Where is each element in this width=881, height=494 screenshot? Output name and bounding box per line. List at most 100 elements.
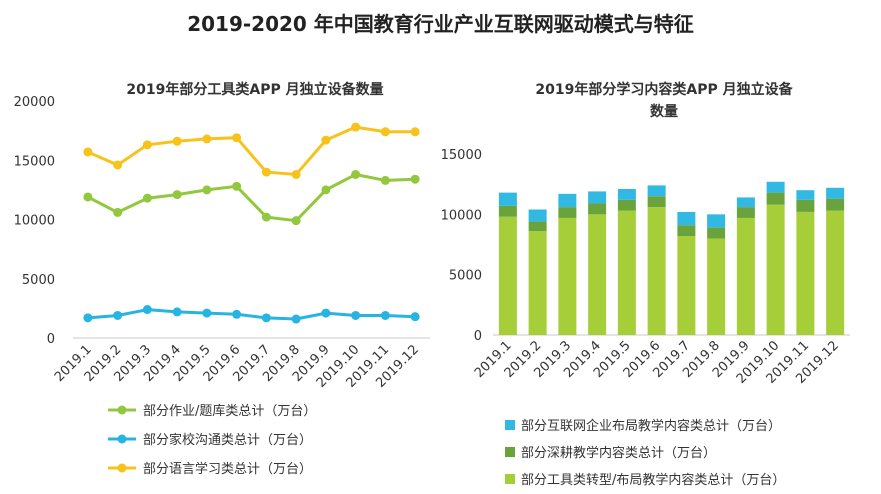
line-chart-point (291, 314, 301, 324)
line-chart-series-line (87, 125, 416, 177)
line-chart-series-line (87, 308, 416, 321)
line-chart-point (172, 190, 182, 200)
bar-chart-bar-segment (588, 214, 607, 335)
line-chart-point (113, 310, 123, 320)
line-chart-y-tick-label: 10000 (14, 214, 55, 229)
line-chart-legend-marker (117, 463, 127, 473)
line-chart-point (410, 127, 420, 137)
line-chart-point (142, 193, 152, 203)
line-chart-legend: 部分作业/题库类总计（万台） 部分家校沟通类总计（万台） 部分语言学习类总计（万台） (108, 403, 316, 477)
bar-chart-bar-segment (736, 217, 755, 335)
line-chart-point (83, 313, 93, 323)
bar-chart-bar-segment (707, 227, 726, 239)
line-chart-point (83, 192, 93, 202)
bar-chart: 2019年部分学习内容类APP 月独立设备 数量 0 5000 10000 15000… (441, 81, 850, 488)
line-chart-point (113, 160, 123, 170)
bar-chart-bar-segment (617, 199, 636, 211)
line-chart-point (113, 207, 123, 217)
bar-chart-bar-segment (707, 238, 726, 335)
bar-chart-bar-segment (677, 225, 696, 237)
bar-chart-bar-segment (766, 181, 785, 193)
bar-chart-bar-segment (617, 210, 636, 335)
line-chart-title: 2019年部分工具类APP 月独立设备数量 (126, 81, 383, 98)
bar-chart-bar-segment (796, 199, 815, 212)
line-chart-point (142, 305, 152, 315)
line-chart-point (291, 216, 301, 226)
line-chart-series (83, 122, 420, 324)
line-chart-point (321, 135, 331, 145)
line-chart-point (410, 312, 420, 322)
line-chart-point (380, 310, 390, 320)
bar-chart-bar-segment (588, 203, 607, 215)
line-chart-point (261, 212, 271, 222)
bar-chart-bar-segment (498, 216, 517, 335)
bar-chart-bar-segment (736, 207, 755, 218)
line-chart-point (232, 309, 242, 319)
bar-chart-bar-segment (558, 217, 577, 335)
bar-chart-title-line-1: 2019年部分学习内容类APP 月独立设备 (535, 81, 793, 98)
bar-chart-y-tick-label: 15000 (441, 148, 482, 163)
bar-chart-bar-segment (528, 231, 547, 335)
bar-chart-legend-label: 部分工具类转型/布局教学内容类总计（万台） (521, 472, 785, 488)
line-chart: 2019年部分工具类APP 月独立设备数量 0 5000 10000 15000 200… (14, 81, 430, 477)
bar-chart-y-ticks: 0 5000 10000 15000 (441, 148, 482, 344)
line-chart-legend-marker (117, 405, 127, 415)
bar-chart-bar-segment (588, 191, 607, 204)
line-chart-legend-label: 部分家校沟通类总计（万台） (143, 432, 312, 448)
bar-chart-legend-swatch (505, 474, 515, 484)
bar-chart-bar-segment (558, 207, 577, 218)
line-chart-y-ticks: 0 5000 10000 15000 20000 (14, 95, 55, 347)
bar-chart-bar-segment (677, 236, 696, 335)
line-chart-series-line (87, 172, 416, 223)
bar-chart-y-tick-label: 10000 (441, 208, 482, 223)
bar-chart-legend-label: 部分深耕教学内容类总计（万台） (521, 445, 716, 461)
line-chart-legend-label: 部分作业/题库类总计（万台） (143, 403, 316, 419)
line-chart-point (380, 175, 390, 185)
bar-chart-bar-segment (617, 188, 636, 200)
bar-chart-y-tick-label: 5000 (449, 269, 482, 284)
line-chart-point (291, 169, 301, 179)
main-title: 2019-2020 年中国教育行业产业互联网驱动模式与特征 (187, 12, 694, 36)
line-chart-point (351, 169, 361, 179)
line-chart-point (232, 181, 242, 191)
line-chart-point (202, 308, 212, 318)
bar-chart-bar-segment (826, 198, 845, 211)
bar-chart-legend: 部分互联网企业布局教学内容类总计（万台） 部分深耕教学内容类总计（万台） 部分工具类… (505, 418, 785, 488)
line-chart-point (261, 313, 271, 323)
bar-chart-bar-segment (647, 185, 666, 197)
bar-chart-x-ticks: 2019.12019.22019.32019.42019.52019.62019… (472, 338, 842, 387)
line-chart-point (351, 310, 361, 320)
line-chart-point (142, 140, 152, 150)
bar-chart-bar-segment (766, 192, 785, 205)
bar-chart-bar-segment (826, 187, 845, 199)
bar-chart-bar-segment (528, 221, 547, 232)
bar-chart-bar-segment (528, 209, 547, 222)
line-chart-y-tick-label: 0 (47, 332, 55, 347)
bar-chart-bar-segment (498, 205, 517, 217)
line-chart-y-tick-label: 5000 (22, 273, 55, 288)
line-chart-point (202, 134, 212, 144)
bar-chart-bar-segment (796, 190, 815, 200)
bar-chart-bar-segment (826, 210, 845, 335)
bar-chart-legend-swatch (505, 420, 515, 430)
bar-chart-bar-segment (677, 211, 696, 226)
line-chart-point (321, 308, 331, 318)
line-chart-point (410, 174, 420, 184)
line-chart-point (321, 185, 331, 195)
line-chart-legend-marker (117, 434, 127, 444)
bar-chart-title-line-2: 数量 (650, 103, 678, 120)
bar-chart-bar-segment (707, 214, 726, 228)
line-chart-point (351, 122, 361, 132)
bar-chart-bar-segment (647, 207, 666, 335)
bar-chart-bar-segment (766, 204, 785, 335)
bar-chart-bar-segment (796, 211, 815, 335)
line-chart-legend-label: 部分语言学习类总计（万台） (143, 461, 312, 477)
line-chart-point (261, 167, 271, 177)
line-chart-y-tick-label: 20000 (14, 95, 55, 110)
bar-chart-bar-segment (647, 196, 666, 208)
line-chart-point (172, 307, 182, 317)
bar-chart-legend-label: 部分互联网企业布局教学内容类总计（万台） (521, 418, 781, 434)
line-chart-point (380, 127, 390, 137)
line-chart-point (172, 136, 182, 146)
